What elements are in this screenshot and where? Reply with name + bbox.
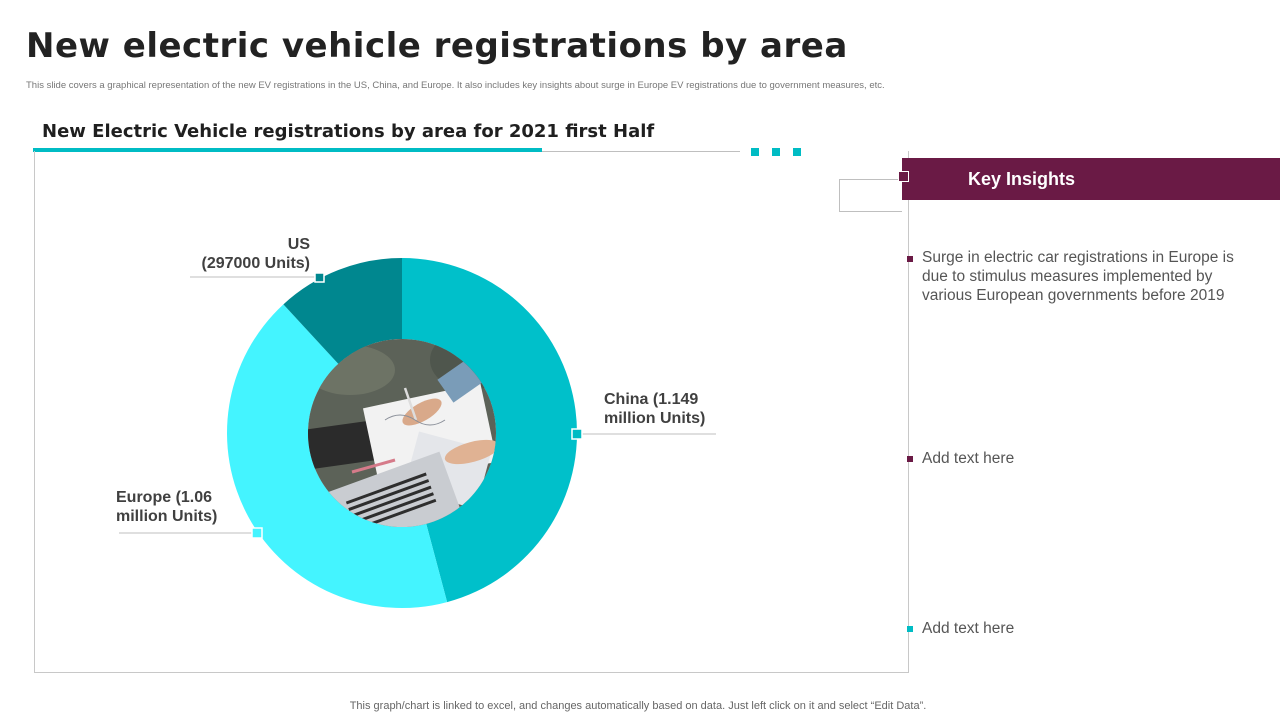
chart-title-accent-bar <box>33 148 542 152</box>
insight-text-2[interactable]: Add text here <box>922 450 1015 467</box>
footer-note: This graph/chart is linked to excel, and… <box>349 700 927 712</box>
europe-slice-label: Europe (1.06 million Units) <box>116 489 218 525</box>
chart-title: New Electric Vehicle registrations by ar… <box>42 121 655 142</box>
chart-frame <box>34 151 909 673</box>
insight-bullet <box>907 256 913 262</box>
china-slice[interactable] <box>402 258 577 603</box>
page-subtitle: This slide covers a graphical representa… <box>26 80 885 91</box>
insight-text-1: Surge in electric car registrations in E… <box>922 249 1234 304</box>
decorative-square <box>772 148 780 156</box>
europe-slice[interactable] <box>227 304 448 608</box>
key-insights-connector <box>839 179 902 212</box>
center-photo-image <box>308 339 496 527</box>
key-insights-header: Key Insights <box>902 158 1280 200</box>
us-slice[interactable] <box>283 258 402 364</box>
page-title: New electric vehicle registrations by ar… <box>26 26 848 66</box>
key-insights-title: Key Insights <box>968 168 1076 189</box>
europe-label-marker <box>251 527 263 539</box>
insight-bullet <box>907 456 913 462</box>
us-slice-label: US (297000 Units) <box>201 236 311 272</box>
decorative-square <box>751 148 759 156</box>
china-label-marker <box>571 428 583 440</box>
decorative-square <box>793 148 801 156</box>
insight-text-3[interactable]: Add text here <box>922 620 1015 637</box>
insight-bullet <box>907 626 913 632</box>
donut-slices <box>227 258 577 608</box>
chart-title-rule <box>542 150 740 152</box>
china-slice-label: China (1.149 million Units) <box>604 391 706 427</box>
us-label-marker <box>314 272 325 283</box>
key-insights-marker <box>898 171 909 182</box>
